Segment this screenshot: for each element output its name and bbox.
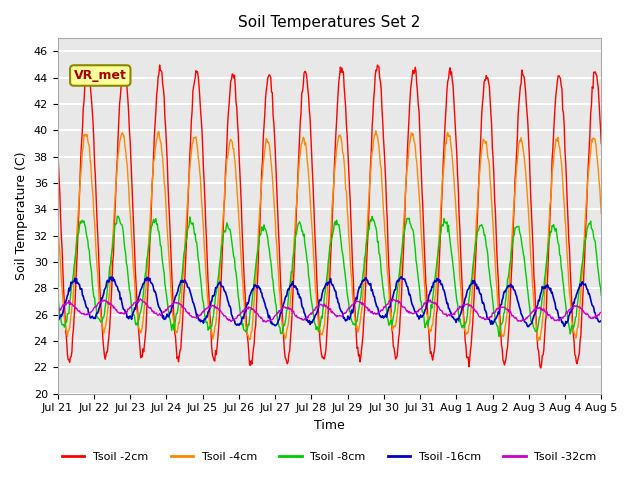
Tsoil -16cm [175, 285, 182, 290]
Tsoil -2cm [63, 351, 71, 357]
Line: Tsoil -8cm: Tsoil -8cm [58, 216, 601, 336]
Tsoil -4cm [63, 334, 71, 339]
Tsoil -16cm [412, 309, 420, 315]
Tsoil -2cm [597, 141, 605, 146]
Tsoil -16cm [204, 314, 211, 320]
Tsoil -8cm [396, 263, 404, 268]
Tsoil -32cm [204, 305, 212, 311]
Line: Tsoil -16cm: Tsoil -16cm [58, 277, 601, 327]
Tsoil -2cm [120, 64, 127, 70]
Tsoil -2cm [54, 139, 61, 145]
Tsoil -16cm [597, 318, 605, 324]
Tsoil -4cm [534, 338, 541, 344]
Tsoil -4cm [54, 212, 61, 217]
Line: Tsoil -2cm: Tsoil -2cm [58, 65, 601, 368]
Tsoil -4cm [120, 133, 127, 139]
Tsoil -8cm [204, 327, 212, 333]
Tsoil -2cm [396, 315, 404, 321]
Tsoil -4cm [372, 128, 380, 133]
Tsoil -32cm [54, 311, 61, 316]
X-axis label: Time: Time [314, 419, 345, 432]
Tsoil -4cm [204, 291, 211, 297]
Tsoil -2cm [412, 69, 420, 75]
Tsoil -16cm [54, 320, 61, 325]
Tsoil -8cm [495, 334, 503, 339]
Tsoil -16cm [524, 324, 532, 330]
Tsoil -16cm [398, 274, 406, 280]
Tsoil -16cm [396, 276, 403, 282]
Tsoil -8cm [175, 292, 183, 298]
Tsoil -4cm [396, 278, 404, 284]
Tsoil -4cm [175, 319, 182, 325]
Tsoil -2cm [156, 62, 163, 68]
Tsoil -32cm [136, 296, 144, 301]
Tsoil -8cm [597, 292, 605, 298]
Tsoil -8cm [120, 239, 128, 245]
Tsoil -8cm [412, 258, 420, 264]
Tsoil -32cm [262, 319, 269, 325]
Tsoil -8cm [54, 292, 61, 298]
Tsoil -32cm [120, 311, 127, 316]
Tsoil -4cm [412, 155, 420, 160]
Line: Tsoil -32cm: Tsoil -32cm [58, 299, 601, 322]
Y-axis label: Soil Temperature (C): Soil Temperature (C) [15, 152, 28, 280]
Tsoil -16cm [63, 293, 71, 299]
Tsoil -2cm [175, 353, 183, 359]
Tsoil -2cm [204, 277, 212, 283]
Title: Soil Temperatures Set 2: Soil Temperatures Set 2 [238, 15, 420, 30]
Tsoil -32cm [413, 309, 420, 315]
Tsoil -32cm [397, 300, 404, 306]
Text: VR_met: VR_met [74, 69, 127, 82]
Tsoil -32cm [175, 300, 183, 306]
Tsoil -32cm [597, 309, 605, 315]
Line: Tsoil -4cm: Tsoil -4cm [58, 131, 601, 341]
Tsoil -2cm [537, 365, 545, 371]
Tsoil -4cm [597, 211, 605, 216]
Tsoil -16cm [120, 306, 127, 312]
Tsoil -8cm [63, 311, 71, 317]
Tsoil -8cm [113, 213, 121, 219]
Legend: Tsoil -2cm, Tsoil -4cm, Tsoil -8cm, Tsoil -16cm, Tsoil -32cm: Tsoil -2cm, Tsoil -4cm, Tsoil -8cm, Tsoi… [58, 447, 601, 466]
Tsoil -32cm [63, 300, 71, 306]
